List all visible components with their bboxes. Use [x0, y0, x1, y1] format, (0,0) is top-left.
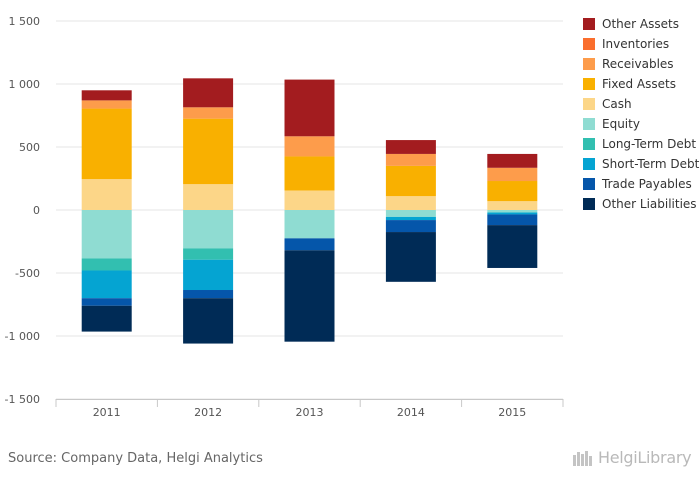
- legend-item[interactable]: Inventories: [583, 34, 699, 54]
- bar-segment-other-liabilities: [487, 225, 538, 268]
- legend-label: Cash: [602, 97, 632, 111]
- bar-segment-other-assets: [385, 140, 436, 154]
- x-axis: 2011 2012 2013 2014 2015: [55, 399, 564, 419]
- legend-label: Other Assets: [602, 17, 679, 31]
- bar-segment-other-liabilities: [385, 232, 436, 282]
- legend-swatch: [583, 178, 595, 190]
- legend-label: Trade Payables: [602, 177, 692, 191]
- bar-segment-short-term-debt: [487, 212, 538, 215]
- bar-segment-receivables: [183, 107, 234, 119]
- legend-label: Receivables: [602, 57, 674, 71]
- bars: [81, 78, 538, 344]
- brand-logo: HelgiLibrary: [572, 448, 692, 467]
- legend-swatch: [583, 18, 595, 30]
- x-tick-label: 2012: [194, 406, 222, 419]
- bar-segment-long-term-debt: [183, 248, 234, 260]
- bar-segment-other-liabilities: [81, 305, 132, 332]
- bar-segment-short-term-debt: [183, 259, 234, 291]
- legend-swatch: [583, 78, 595, 90]
- legend-label: Inventories: [602, 37, 670, 51]
- bar-segment-long-term-debt: [81, 258, 132, 271]
- bar-segment-receivables: [81, 100, 132, 109]
- bar-segment-equity: [385, 210, 436, 217]
- y-tick-label: 1 500: [9, 15, 41, 28]
- bar-segment-other-liabilities: [284, 250, 335, 342]
- bar-segment-cash: [81, 179, 132, 210]
- legend-item[interactable]: Other Assets: [583, 14, 699, 34]
- bar-segment-other-assets: [487, 153, 538, 168]
- legend-item[interactable]: Equity: [583, 114, 699, 134]
- bar-segment-fixed-assets: [487, 181, 538, 202]
- legend-item[interactable]: Receivables: [583, 54, 699, 74]
- bar-segment-cash: [284, 190, 335, 210]
- bar-segment-cash: [385, 196, 436, 210]
- legend-swatch: [583, 198, 595, 210]
- brand-name: HelgiLibrary: [598, 448, 692, 467]
- bar-segment-receivables: [284, 136, 335, 157]
- source-note: Source: Company Data, Helgi Analytics: [8, 451, 263, 466]
- bar-segment-short-term-debt: [385, 216, 436, 221]
- bar-segment-equity: [81, 210, 132, 259]
- bar-segment-equity: [284, 210, 335, 239]
- bar-segment-fixed-assets: [183, 118, 234, 185]
- bar-segment-other-assets: [183, 78, 234, 108]
- x-tick-label: 2011: [93, 406, 121, 419]
- legend-swatch: [583, 158, 595, 170]
- bar-segment-cash: [183, 184, 234, 210]
- x-tick-label: 2014: [397, 406, 425, 419]
- bar-segment-trade-payables: [81, 298, 132, 306]
- legend-item[interactable]: Fixed Assets: [583, 74, 699, 94]
- legend-label: Long-Term Debt: [602, 137, 697, 151]
- bar-segment-equity: [183, 210, 234, 249]
- legend-item[interactable]: Trade Payables: [583, 174, 699, 194]
- bar-segment-trade-payables: [385, 220, 436, 233]
- y-tick-label: -1 000: [5, 330, 40, 343]
- bar-segment-cash: [487, 201, 538, 210]
- legend: Other Assets Inventories Receivables Fixed …: [583, 14, 699, 214]
- legend-swatch: [583, 98, 595, 110]
- legend-swatch: [583, 38, 595, 50]
- legend-label: Fixed Assets: [602, 77, 676, 91]
- legend-item[interactable]: Long-Term Debt: [583, 134, 699, 154]
- bar-segment-fixed-assets: [385, 165, 436, 197]
- legend-label: Equity: [602, 117, 640, 131]
- bar-segment-other-liabilities: [183, 298, 234, 344]
- bar-segment-other-assets: [81, 90, 132, 101]
- y-tick-label: 1 000: [9, 78, 41, 91]
- y-tick-label: 0: [33, 204, 40, 217]
- bar-segment-receivables: [487, 167, 538, 182]
- bar-segment-receivables: [385, 153, 436, 166]
- legend-swatch: [583, 118, 595, 130]
- bar-segment-trade-payables: [284, 238, 335, 251]
- y-axis-ticks: -1 500 -1 000 -500 0 500 1 000 1 500: [5, 15, 40, 406]
- bar-segment-trade-payables: [183, 290, 234, 299]
- x-tick-label: 2015: [498, 406, 526, 419]
- bar-segment-short-term-debt: [81, 270, 132, 299]
- legend-label: Other Liabilities: [602, 197, 697, 211]
- legend-item[interactable]: Cash: [583, 94, 699, 114]
- y-tick-label: -500: [15, 267, 40, 280]
- legend-item[interactable]: Short-Term Debt: [583, 154, 699, 174]
- bar-segment-equity: [487, 210, 538, 213]
- bar-segment-trade-payables: [487, 214, 538, 226]
- library-icon: [573, 450, 592, 466]
- y-tick-label: 500: [19, 141, 40, 154]
- bar-segment-fixed-assets: [284, 156, 335, 191]
- bar-segment-fixed-assets: [81, 108, 132, 180]
- y-tick-label: -1 500: [5, 393, 40, 406]
- legend-swatch: [583, 58, 595, 70]
- bar-segment-other-assets: [284, 79, 335, 137]
- legend-swatch: [583, 138, 595, 150]
- legend-label: Short-Term Debt: [602, 157, 700, 171]
- legend-item[interactable]: Other Liabilities: [583, 194, 699, 214]
- x-tick-label: 2013: [296, 406, 324, 419]
